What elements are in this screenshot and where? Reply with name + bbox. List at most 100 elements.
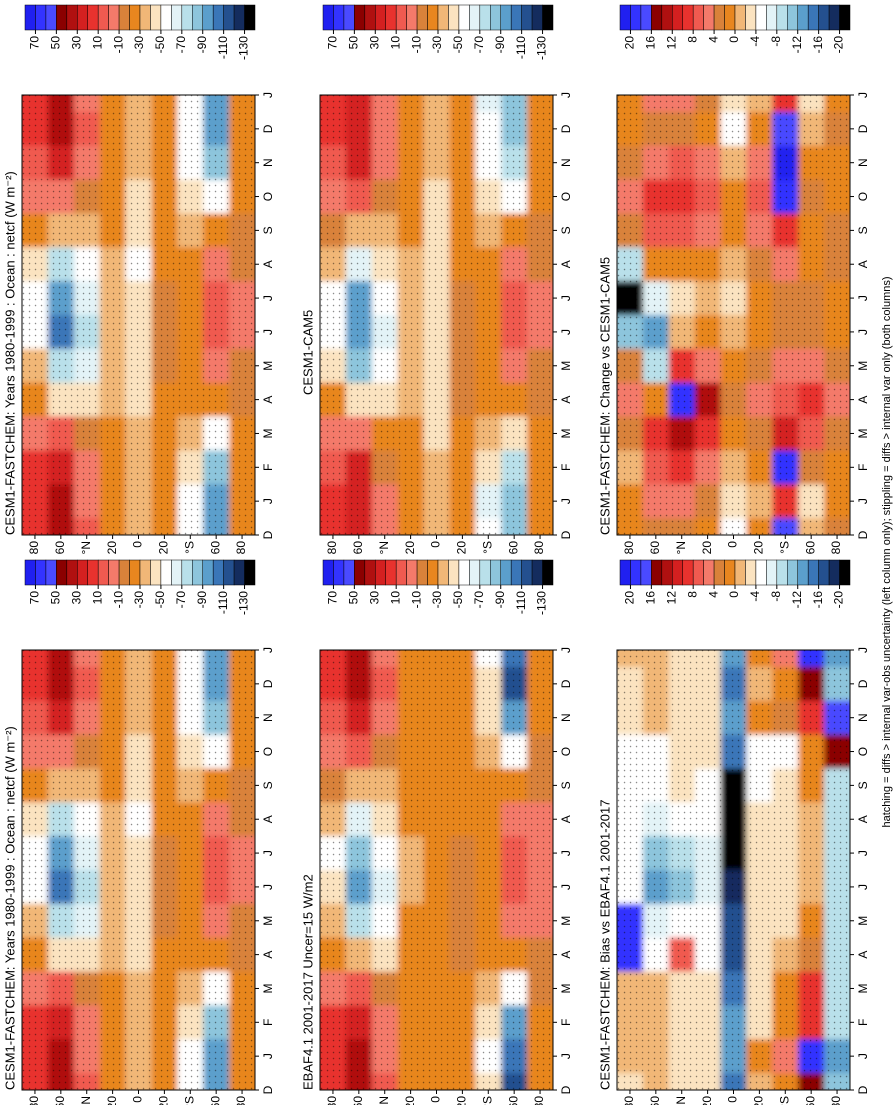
colorbar-box [202, 559, 214, 586]
panel-title: CESM1-FASTCHEM: Years 1980-1999 : Ocean … [2, 726, 17, 1090]
colorbar-label: -30 [430, 36, 444, 54]
x-tick-label: A [261, 815, 275, 823]
x-tick-label: J [856, 850, 870, 856]
plot-area [320, 95, 553, 535]
colorbar-label: -110 [514, 591, 528, 614]
y-tick-label: 20 [700, 541, 714, 555]
colorbar-label: -90 [195, 591, 209, 609]
y-tick-label: °N [674, 1096, 688, 1105]
x-tick-label: M [559, 428, 573, 438]
colorbar-box [385, 559, 397, 586]
x-tick-label: J [559, 1053, 573, 1059]
colorbar-label: -12 [790, 36, 804, 54]
y-tick-label: 60 [803, 1096, 817, 1105]
x-tick-label: D [559, 530, 573, 539]
x-tick-label: S [559, 226, 573, 234]
colorbar-label: 16 [644, 36, 658, 50]
x-tick-label: N [856, 713, 870, 722]
x-tick-label: J [261, 329, 275, 335]
colorbar-label: 12 [664, 36, 678, 50]
x-tick-label: O [856, 192, 870, 201]
colorbar-box [818, 559, 830, 586]
colorbar-box [364, 4, 376, 31]
colorbar-box [395, 559, 407, 586]
colorbar-label: 30 [367, 36, 381, 50]
x-tick-label: A [559, 951, 573, 959]
colorbar-label: -30 [430, 591, 444, 609]
colorbar-box [171, 4, 183, 31]
colorbar-box [776, 4, 788, 31]
y-tick-label: °S [182, 1096, 196, 1105]
colorbar-box [406, 4, 418, 31]
colorbar-box [682, 559, 694, 586]
colorbar-box [797, 4, 809, 31]
y-tick-label: °N [79, 1096, 93, 1105]
colorbar-label: 30 [367, 591, 381, 605]
x-tick-label: J [261, 647, 275, 653]
colorbar-box [233, 4, 245, 31]
y-tick-label: °N [674, 541, 688, 554]
x-tick-label: M [559, 983, 573, 993]
colorbar-box [437, 4, 449, 31]
colorbar-box [839, 559, 851, 586]
colorbar-box [630, 4, 642, 31]
x-tick-label: J [559, 498, 573, 504]
panel: 80 60 °N 20 0 20 °S 60 80 D J F M A M J J A S O N D J CESM1-CAM… [300, 4, 573, 554]
y-tick-label: 0 [429, 541, 443, 548]
x-tick-label: J [856, 329, 870, 335]
y-tick-label: 60 [53, 541, 67, 555]
y-tick-label: 60 [208, 541, 222, 555]
colorbar-label: 4 [706, 591, 720, 598]
x-tick-label: N [559, 713, 573, 722]
colorbar-box [87, 4, 99, 31]
colorbar-box [490, 559, 501, 586]
colorbar-label: 30 [69, 591, 83, 605]
colorbar-box [542, 559, 554, 586]
colorbar-box [24, 559, 36, 586]
x-tick-label: O [559, 747, 573, 756]
colorbar-box [828, 4, 840, 31]
colorbar-label: 70 [28, 36, 42, 50]
x-tick-label: A [261, 951, 275, 959]
y-tick-label: °S [480, 541, 494, 554]
x-tick-label: F [856, 464, 870, 471]
colorbar-label: 16 [644, 591, 658, 605]
x-tick-label: M [559, 361, 573, 371]
x-tick-label: J [856, 295, 870, 301]
colorbar-box [416, 559, 428, 586]
colorbar-box [713, 4, 725, 31]
x-tick-label: D [559, 1085, 573, 1094]
y-tick-label: 80 [829, 1096, 843, 1105]
y-tick-label: 80 [532, 1096, 546, 1105]
y-tick-label: 60 [648, 1096, 662, 1105]
colorbar-box [181, 4, 193, 31]
colorbar-label: 0 [727, 36, 741, 43]
x-tick-label: J [856, 647, 870, 653]
x-tick-label: M [559, 916, 573, 926]
colorbar-label: -8 [769, 36, 783, 47]
x-tick-label: S [261, 226, 275, 234]
x-tick-label: A [559, 396, 573, 404]
colorbar-box [479, 559, 491, 586]
colorbar-label: 50 [49, 591, 63, 605]
x-tick-label: J [261, 295, 275, 301]
y-tick-label: 20 [157, 541, 171, 555]
x-tick-label: N [856, 158, 870, 167]
plot-area [320, 650, 553, 1090]
colorbar-box [619, 559, 631, 586]
colorbar-box [233, 559, 245, 586]
colorbar-label: -50 [153, 36, 167, 54]
x-tick-label: A [856, 260, 870, 268]
panel-title: CESM1-CAM5 [300, 310, 315, 395]
x-tick-label: O [559, 192, 573, 201]
y-tick-label: 20 [105, 541, 119, 555]
x-tick-label: D [559, 679, 573, 688]
colorbar-label: 70 [326, 591, 340, 605]
stippling [320, 650, 553, 1090]
x-tick-label: M [261, 428, 275, 438]
colorbar-label: 12 [664, 591, 678, 605]
x-tick-label: S [856, 781, 870, 789]
colorbar-box [787, 559, 798, 586]
colorbar-box [244, 559, 256, 586]
colorbar-box [77, 559, 88, 586]
